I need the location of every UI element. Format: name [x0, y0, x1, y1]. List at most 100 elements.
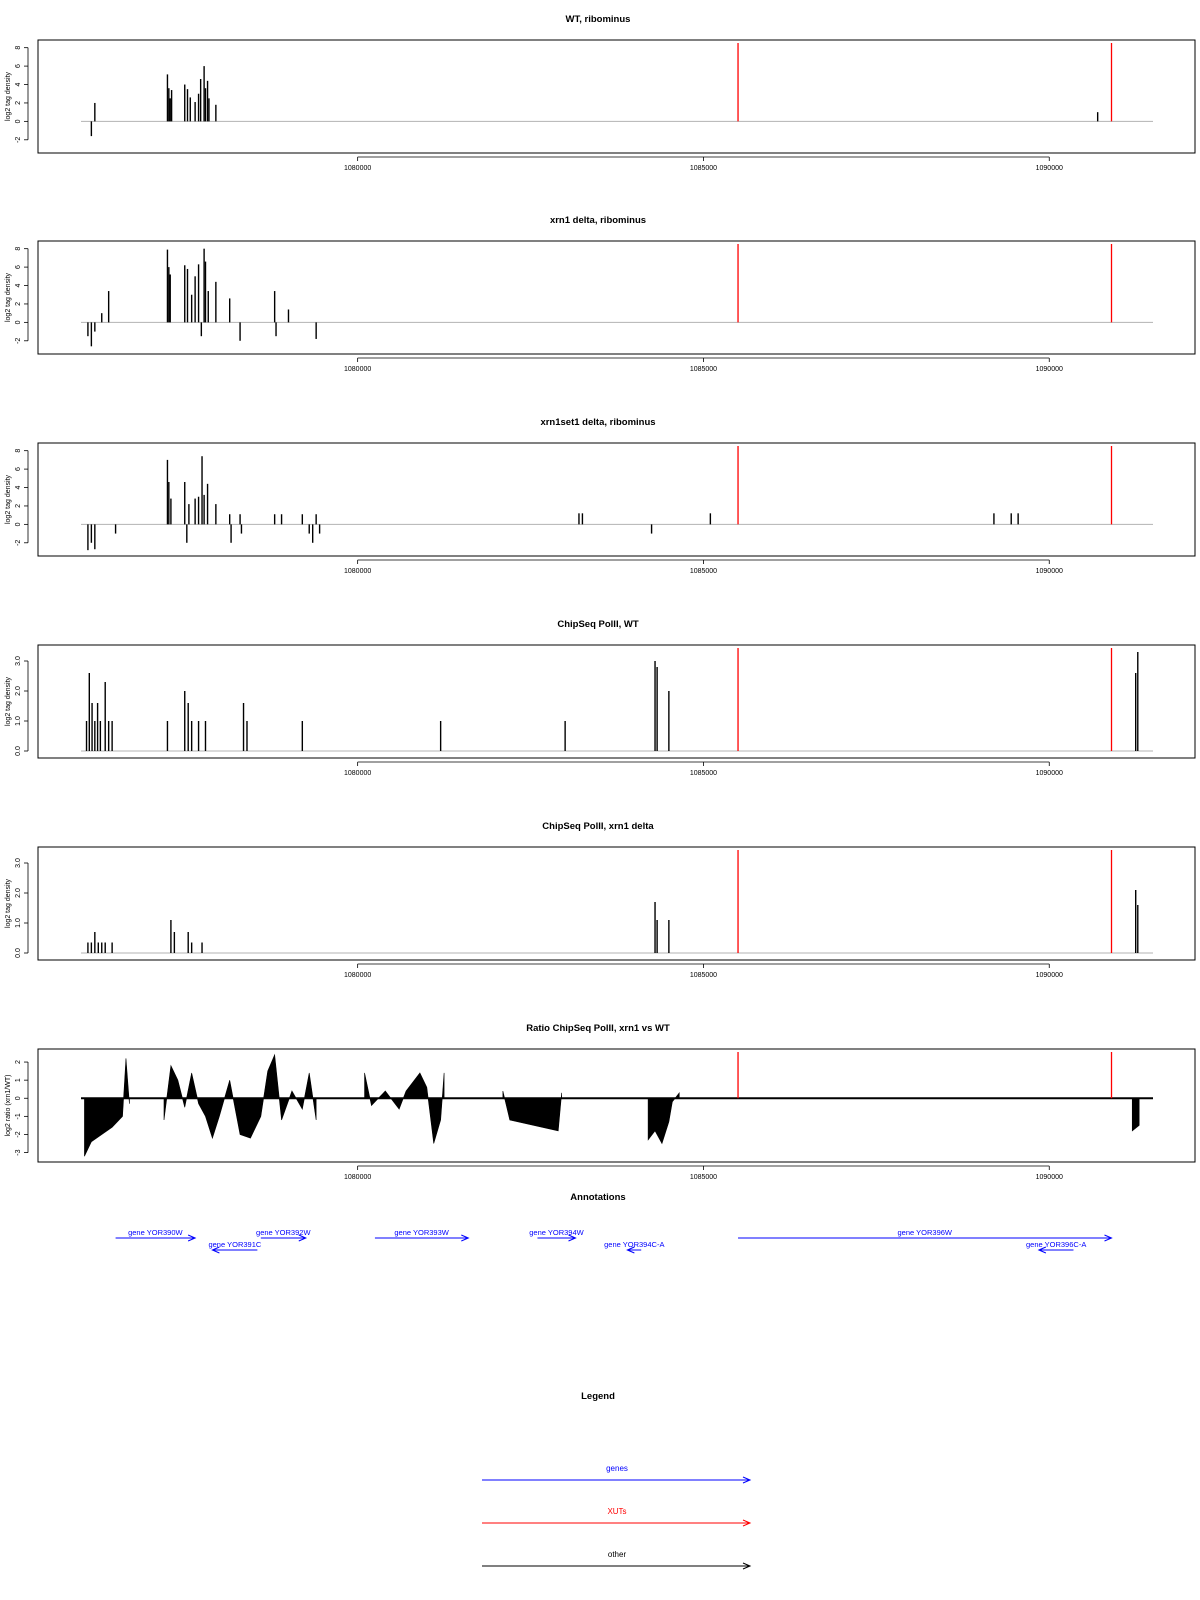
gene-arrow: gene YOR394W — [529, 1228, 585, 1242]
y-tick-label: 2 — [15, 1060, 22, 1064]
y-tick-label: 3.0 — [15, 656, 22, 666]
x-tick-label: 1085000 — [690, 1174, 717, 1181]
y-axis: -3 -2 -1 0 1 2 — [15, 1060, 29, 1156]
y-tick-label: 0 — [15, 1096, 22, 1100]
panel-6: Ratio ChipSeq PolII, xrn1 vs WT -3 -2 -1 0 1 2… — [5, 1023, 1196, 1181]
legend-entry: XUTs — [482, 1507, 752, 1527]
x-axis: 1080000 1085000 1090000 — [344, 357, 1063, 373]
ratio-segment — [647, 1091, 680, 1145]
ratio-segment — [163, 1053, 317, 1140]
y-axis: 0.0 1.0 2.0 3.0 — [15, 858, 29, 958]
gene-arrow: gene YOR390W — [115, 1228, 197, 1242]
panel-title: xrn1 delta, ribominus — [550, 215, 646, 226]
x-tick-label: 1090000 — [1036, 1174, 1063, 1181]
y-axis-label: log2 tag density — [5, 272, 12, 322]
x-tick-label: 1090000 — [1036, 366, 1063, 373]
y-tick-label: 0.0 — [15, 948, 22, 958]
x-axis: 1080000 1085000 1090000 — [344, 156, 1063, 172]
panel-title: Ratio ChipSeq PolII, xrn1 vs WT — [526, 1023, 670, 1034]
y-tick-label: 2 — [15, 101, 22, 105]
y-tick-label: 3.0 — [15, 858, 22, 868]
x-tick-label: 1085000 — [690, 165, 717, 172]
y-tick-label: 1.0 — [15, 716, 22, 726]
gene-label: gene YOR396C-A — [1026, 1240, 1086, 1249]
plot-frame — [37, 39, 1196, 154]
y-tick-label: 6 — [15, 64, 22, 68]
y-axis: -2 0 2 4 6 8 — [15, 449, 29, 546]
panel-title: ChipSeq PolII, WT — [557, 619, 638, 630]
gene-label: gene YOR393W — [394, 1228, 449, 1237]
y-tick-label: 0 — [15, 119, 22, 123]
gene-arrow: gene YOR393W — [374, 1228, 470, 1242]
y-axis-label: log2 tag density — [5, 676, 12, 726]
panel-title: xrn1set1 delta, ribominus — [540, 417, 655, 428]
panel-title: ChipSeq PolII, xrn1 delta — [542, 821, 654, 832]
x-tick-label: 1080000 — [344, 770, 371, 777]
legend-label: XUTs — [607, 1507, 626, 1516]
x-tick-label: 1085000 — [690, 366, 717, 373]
gene-track: gene YOR390W gene YOR391C gene YOR392W gene… — [115, 1228, 1113, 1254]
y-tick-label: -2 — [15, 338, 22, 344]
y-axis-label: log2 ratio (xrn1/WT) — [5, 1075, 12, 1137]
gene-label: gene YOR392W — [256, 1228, 311, 1237]
legend-arrowhead — [742, 1562, 752, 1570]
legend-title: Legend — [581, 1391, 615, 1402]
x-tick-label: 1080000 — [344, 165, 371, 172]
x-tick-label: 1080000 — [344, 366, 371, 373]
annotations-title: Annotations — [570, 1192, 625, 1203]
x-tick-label: 1090000 — [1036, 568, 1063, 575]
gene-label: gene YOR390W — [128, 1228, 183, 1237]
panel-4: ChipSeq PolII, WT 0.0 1.0 2.0 3.0 log2 tag de… — [5, 619, 1196, 777]
plot-frame — [37, 1048, 1196, 1163]
plot-frame — [37, 644, 1196, 759]
ratio-segment — [1131, 1097, 1140, 1132]
panel-3: xrn1set1 delta, ribominus -2 0 2 4 6 8 log2 tag… — [5, 417, 1196, 575]
panel-title: WT, ribominus — [566, 14, 631, 25]
gene-label: gene YOR394C-A — [604, 1240, 664, 1249]
x-tick-label: 1080000 — [344, 1174, 371, 1181]
y-tick-label: 1 — [15, 1078, 22, 1082]
plot-frame — [37, 240, 1196, 355]
y-tick-label: 6 — [15, 265, 22, 269]
legend-entry: other — [482, 1550, 752, 1570]
legend-arrowhead — [742, 1476, 752, 1484]
x-axis: 1080000 1085000 1090000 — [344, 963, 1063, 979]
x-axis: 1080000 1085000 1090000 — [344, 559, 1063, 575]
x-tick-label: 1085000 — [690, 770, 717, 777]
y-axis-label: log2 tag density — [5, 878, 12, 928]
gene-arrow: gene YOR396C-A — [1026, 1240, 1086, 1254]
gene-arrow: gene YOR396W — [738, 1228, 1113, 1242]
y-tick-label: 2.0 — [15, 888, 22, 898]
gene-label: gene YOR394W — [529, 1228, 584, 1237]
legend-entries: genes XUTs other — [482, 1464, 752, 1570]
y-tick-label: -2 — [15, 137, 22, 143]
gene-arrow: gene YOR391C — [208, 1240, 262, 1254]
x-tick-label: 1080000 — [344, 972, 371, 979]
x-tick-label: 1085000 — [690, 568, 717, 575]
x-tick-label: 1090000 — [1036, 770, 1063, 777]
y-tick-label: 2 — [15, 302, 22, 306]
x-axis: 1080000 1085000 1090000 — [344, 1165, 1063, 1181]
panel-2: xrn1 delta, ribominus -2 0 2 4 6 8 log2 tag den… — [5, 215, 1196, 373]
x-tick-label: 1085000 — [690, 972, 717, 979]
y-axis-label: log2 tag density — [5, 474, 12, 524]
y-tick-label: 8 — [15, 449, 22, 453]
ratio-segment — [364, 1072, 445, 1144]
y-tick-label: 0.0 — [15, 746, 22, 756]
y-tick-label: 2 — [15, 504, 22, 508]
panel-1: WT, ribominus -2 0 2 4 6 8 log2 tag density 1080… — [5, 14, 1196, 172]
y-tick-label: -3 — [15, 1149, 22, 1155]
gene-arrow: gene YOR392W — [256, 1228, 311, 1242]
y-tick-label: 1.0 — [15, 918, 22, 928]
plot-frame — [37, 846, 1196, 961]
y-axis: -2 0 2 4 6 8 — [15, 46, 29, 143]
y-tick-label: 8 — [15, 247, 22, 251]
gene-arrow: gene YOR394C-A — [604, 1240, 664, 1254]
y-tick-label: 0 — [15, 320, 22, 324]
y-axis: -2 0 2 4 6 8 — [15, 247, 29, 344]
y-tick-label: -1 — [15, 1113, 22, 1119]
ratio-segment — [502, 1090, 562, 1132]
legend-label: other — [608, 1550, 627, 1559]
